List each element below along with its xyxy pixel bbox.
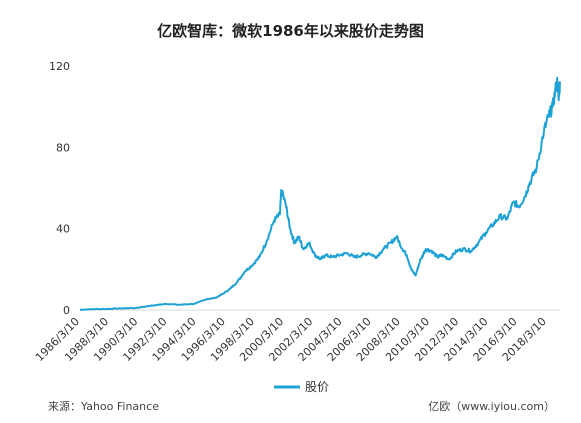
x-axis-ticks: 1986/3/101988/3/101990/3/101992/3/101994… [33, 315, 549, 364]
y-tick-label: 120 [49, 60, 70, 73]
series-line [79, 76, 561, 311]
source-text: 来源：Yahoo Finance [48, 400, 159, 413]
y-tick-label: 40 [56, 223, 70, 236]
series-group [79, 76, 561, 311]
y-tick-label: 0 [63, 304, 70, 317]
legend-label: 股价 [305, 380, 329, 394]
site-text: 亿欧（www.iyiou.com） [428, 400, 555, 413]
chart-title: 亿欧智库：微软1986年以来股价走势图 [157, 22, 424, 40]
y-tick-label: 80 [56, 141, 70, 154]
legend: 股价 [274, 380, 329, 394]
y-axis-ticks: 0 40 80 120 [49, 60, 70, 317]
